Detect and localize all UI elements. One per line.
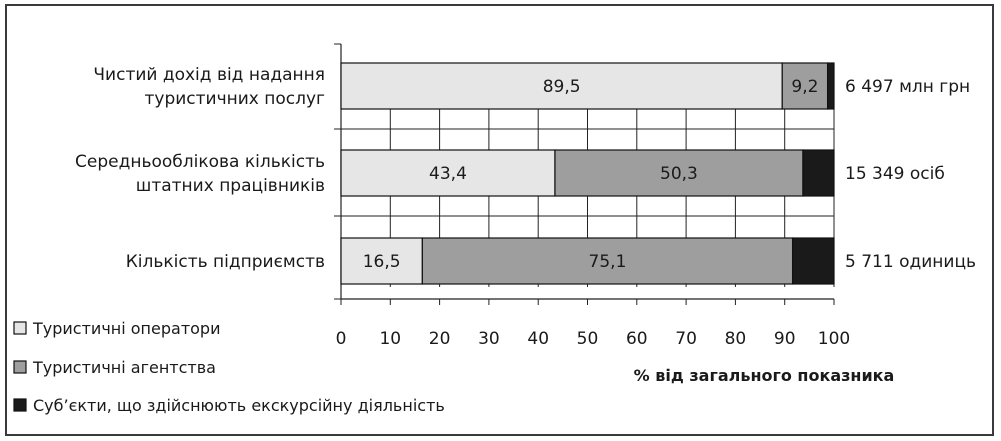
- data-label: 16,5: [363, 252, 401, 272]
- category-label: штатних працівників: [136, 176, 325, 196]
- data-label: 75,1: [589, 252, 627, 272]
- bar-segment: [791, 237, 835, 285]
- bar-segment: [421, 237, 794, 285]
- bar-segment: [340, 62, 783, 110]
- bar-segment: [340, 149, 556, 197]
- legend-label: Суб’єкти, що здійснюють екскурсійну діял…: [33, 396, 445, 415]
- legend-swatch: [13, 360, 27, 374]
- category-label: Чистий дохід від надання: [93, 65, 325, 85]
- x-tick-label: 50: [577, 329, 599, 349]
- x-tick-label: 0: [336, 329, 347, 349]
- category-label: туристичних послуг: [145, 89, 326, 109]
- bar-segment: [340, 237, 423, 285]
- bar-segment: [554, 149, 804, 197]
- x-tick-label: 10: [379, 329, 401, 349]
- bar-segment: [826, 62, 835, 110]
- x-tick-label: 80: [725, 329, 747, 349]
- x-tick-label: 100: [818, 329, 850, 349]
- total-label: 15 349 осіб: [845, 164, 945, 184]
- data-label: 43,4: [429, 164, 467, 184]
- x-tick-label: 20: [429, 329, 451, 349]
- legend-swatch: [13, 398, 27, 412]
- category-label: Кількість підприємств: [126, 252, 325, 272]
- bar-segment: [781, 62, 829, 110]
- bar-segment: [802, 149, 835, 197]
- data-label: 50,3: [660, 164, 698, 184]
- legend-swatch: [13, 321, 27, 335]
- x-tick-label: 90: [774, 329, 796, 349]
- x-tick-label: 60: [626, 329, 648, 349]
- legend-label: Туристичні агентства: [32, 358, 216, 377]
- x-tick-label: 40: [527, 329, 549, 349]
- category-label: Середньооблікова кількість: [75, 152, 325, 172]
- data-label: 9,2: [791, 77, 818, 97]
- total-label: 6 497 млн грн: [845, 77, 970, 97]
- x-tick-label: 70: [675, 329, 697, 349]
- x-tick-label: 30: [478, 329, 500, 349]
- x-axis-title: % від загального показника: [634, 366, 895, 385]
- legend-label: Туристичні оператори: [32, 319, 220, 338]
- total-label: 5 711 одиниць: [845, 252, 976, 272]
- data-label: 89,5: [543, 77, 581, 97]
